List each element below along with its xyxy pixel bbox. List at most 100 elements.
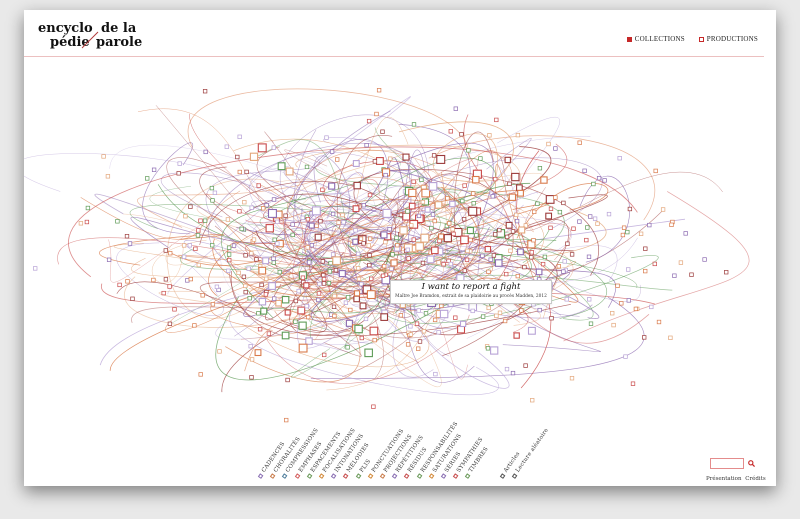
speech-node[interactable]: [341, 220, 346, 225]
speech-node[interactable]: [542, 254, 548, 260]
speech-node[interactable]: [436, 330, 441, 335]
speech-node[interactable]: [380, 231, 388, 239]
speech-node[interactable]: [462, 268, 467, 273]
speech-node[interactable]: [502, 318, 508, 324]
speech-node[interactable]: [308, 222, 315, 229]
speech-node[interactable]: [321, 277, 327, 282]
speech-node[interactable]: [416, 346, 421, 351]
speech-node[interactable]: [504, 234, 510, 240]
speech-node[interactable]: [298, 321, 307, 330]
speech-node[interactable]: [367, 253, 372, 258]
speech-node[interactable]: [366, 243, 371, 248]
speech-node[interactable]: [117, 282, 122, 288]
speech-node[interactable]: [419, 177, 424, 182]
speech-node[interactable]: [516, 184, 523, 192]
speech-node[interactable]: [431, 246, 439, 255]
speech-node[interactable]: [321, 272, 326, 278]
speech-node[interactable]: [198, 372, 203, 377]
speech-node[interactable]: [284, 417, 289, 423]
speech-node[interactable]: [523, 363, 528, 368]
speech-node[interactable]: [271, 197, 277, 202]
speech-node[interactable]: [546, 141, 551, 147]
speech-node[interactable]: [529, 250, 534, 255]
speech-node[interactable]: [515, 132, 521, 138]
speech-node[interactable]: [683, 231, 688, 236]
speech-node[interactable]: [161, 290, 166, 296]
speech-node[interactable]: [151, 167, 157, 172]
speech-node[interactable]: [468, 206, 478, 216]
speech-node[interactable]: [33, 266, 38, 271]
speech-node[interactable]: [188, 204, 193, 209]
speech-node[interactable]: [336, 220, 341, 225]
speech-node[interactable]: [504, 366, 510, 372]
speech-node[interactable]: [328, 260, 333, 266]
speech-node[interactable]: [472, 175, 480, 184]
speech-node[interactable]: [441, 262, 446, 267]
speech-node[interactable]: [321, 281, 327, 286]
speech-node[interactable]: [106, 257, 112, 262]
speech-node[interactable]: [304, 164, 310, 170]
speech-node[interactable]: [408, 188, 417, 198]
speech-node[interactable]: [210, 198, 215, 203]
speech-node[interactable]: [669, 222, 674, 227]
speech-node[interactable]: [638, 231, 644, 236]
speech-node[interactable]: [466, 148, 471, 153]
speech-node[interactable]: [356, 276, 362, 282]
speech-node[interactable]: [198, 218, 203, 223]
speech-node[interactable]: [359, 281, 364, 287]
speech-node[interactable]: [565, 241, 570, 246]
speech-node[interactable]: [530, 398, 535, 403]
speech-node[interactable]: [320, 187, 325, 192]
speech-node[interactable]: [557, 209, 563, 215]
speech-node[interactable]: [353, 228, 358, 233]
speech-node[interactable]: [527, 326, 536, 335]
speech-node[interactable]: [318, 219, 323, 224]
speech-node[interactable]: [633, 306, 639, 312]
speech-node[interactable]: [367, 262, 372, 268]
speech-node[interactable]: [271, 256, 276, 261]
speech-node[interactable]: [332, 293, 337, 299]
speech-node[interactable]: [256, 311, 261, 316]
speech-node[interactable]: [724, 270, 729, 275]
speech-node[interactable]: [649, 304, 654, 310]
site-logo[interactable]: encyclo pédie de la parole: [38, 20, 158, 64]
speech-node[interactable]: [504, 271, 509, 277]
speech-node[interactable]: [421, 188, 431, 198]
speech-node[interactable]: [656, 319, 662, 325]
speech-node[interactable]: [562, 259, 567, 264]
speech-node[interactable]: [163, 277, 169, 282]
speech-node[interactable]: [345, 345, 350, 350]
nav-productions[interactable]: PRODUCTIONS: [698, 35, 758, 43]
speech-node[interactable]: [409, 223, 414, 228]
speech-node[interactable]: [464, 257, 470, 262]
speech-node[interactable]: [537, 307, 542, 313]
speech-node[interactable]: [254, 349, 262, 357]
speech-node[interactable]: [545, 195, 555, 204]
speech-node[interactable]: [439, 303, 444, 309]
speech-node[interactable]: [115, 219, 120, 224]
speech-node[interactable]: [249, 357, 255, 362]
speech-node[interactable]: [359, 302, 367, 310]
speech-node[interactable]: [497, 227, 502, 233]
speech-node[interactable]: [398, 313, 404, 318]
speech-node[interactable]: [486, 269, 491, 274]
speech-node[interactable]: [183, 214, 188, 219]
speech-node[interactable]: [193, 246, 198, 251]
speech-node[interactable]: [652, 261, 657, 267]
speech-node[interactable]: [445, 196, 450, 201]
speech-node[interactable]: [660, 207, 666, 212]
speech-node[interactable]: [257, 327, 263, 332]
speech-node[interactable]: [264, 276, 269, 281]
speech-node[interactable]: [491, 253, 497, 258]
speech-node[interactable]: [261, 206, 266, 211]
speech-node[interactable]: [345, 295, 351, 300]
speech-node[interactable]: [571, 226, 576, 231]
speech-node[interactable]: [181, 254, 187, 259]
speech-node[interactable]: [411, 237, 416, 242]
speech-node[interactable]: [300, 215, 305, 220]
speech-node[interactable]: [85, 205, 91, 211]
speech-node[interactable]: [328, 182, 336, 190]
speech-node[interactable]: [556, 264, 561, 269]
speech-node[interactable]: [408, 202, 416, 210]
speech-node[interactable]: [307, 260, 312, 265]
